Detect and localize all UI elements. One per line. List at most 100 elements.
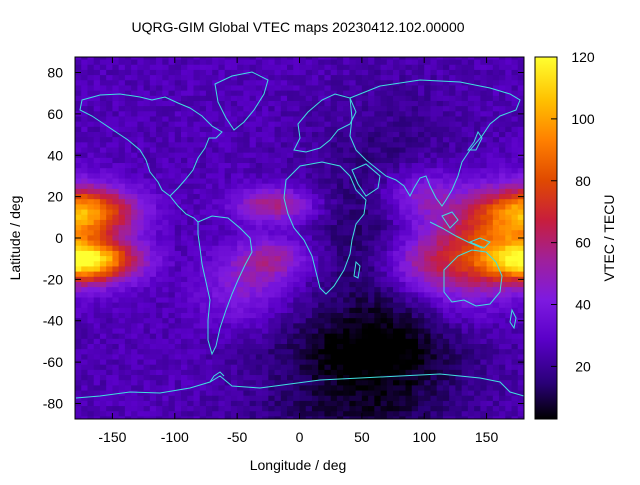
heatmap-cell [430,307,438,314]
heatmap-cell [93,375,101,381]
heatmap-cell [492,400,500,407]
heatmap-cell [405,328,413,335]
heatmap-cell [156,219,163,226]
heatmap-cell [205,80,213,87]
heatmap-cell [505,359,513,366]
heatmap-cell [112,111,120,118]
heatmap-cell [449,344,457,350]
heatmap-cell [168,137,176,143]
heatmap-cell [174,219,182,226]
heatmap-cell [75,80,82,87]
heatmap-cell [330,359,338,366]
heatmap-cell [187,57,195,61]
heatmap-cell [143,100,151,107]
heatmap-cell [417,163,425,169]
heatmap-cell [336,406,344,412]
heatmap-cell [274,297,282,304]
heatmap-cell [305,59,313,66]
heatmap-cell [368,142,375,149]
heatmap-cell [87,400,95,407]
heatmap-cell [243,209,251,216]
heatmap-cell [149,178,157,185]
heatmap-cell [305,375,313,381]
heatmap-cell [424,121,432,128]
heatmap-cell [293,214,301,221]
heatmap-cell [212,230,220,237]
heatmap-cell [93,157,101,164]
heatmap-cell [368,163,375,169]
heatmap-cell [449,261,457,268]
heatmap-cell [187,85,195,92]
heatmap-cell [87,256,95,262]
heatmap-cell [199,349,207,355]
heatmap-cell [224,292,232,299]
heatmap-cell [517,333,524,340]
heatmap-cell [293,359,301,366]
heatmap-cell [218,116,226,123]
heatmap-cell [442,75,450,81]
heatmap-cell [112,261,120,268]
heatmap-cell [199,375,207,381]
heatmap-cell [374,400,382,407]
heatmap-cell [168,287,176,293]
heatmap-cell [461,406,469,412]
heatmap-cell [262,281,269,288]
heatmap-cell [118,328,126,335]
heatmap-cell [318,209,326,216]
heatmap-cell [436,307,444,314]
heatmap-cell [131,245,138,252]
heatmap-cell [124,406,132,412]
heatmap-cell [361,137,369,143]
heatmap-cell [81,380,89,386]
heatmap-cell [486,354,494,361]
heatmap-cell [430,328,438,335]
heatmap-cell [374,261,382,268]
heatmap-cell [168,323,176,330]
heatmap-cell [467,380,475,386]
heatmap-cell [112,318,120,324]
heatmap-cell [311,250,319,257]
heatmap-cell [99,380,107,386]
heatmap-cell [106,318,114,324]
heatmap-cell [187,199,195,205]
heatmap-cell [87,390,95,397]
heatmap-cell [318,157,326,164]
heatmap-cell [81,64,89,71]
heatmap-cell [243,281,251,288]
heatmap-cell [149,369,157,376]
heatmap-cell [324,147,332,154]
heatmap-cell [343,157,350,164]
heatmap-cell [374,163,382,169]
heatmap-cell [455,297,463,304]
heatmap-cell [75,364,82,371]
heatmap-cell [417,271,425,278]
heatmap-cell [368,69,375,76]
heatmap-cell [93,276,101,283]
heatmap-cell [112,338,120,345]
heatmap-cell [124,235,132,242]
heatmap-cell [405,157,413,164]
heatmap-cell [137,266,145,273]
heatmap-cell [474,369,481,376]
heatmap-cell [330,204,338,211]
heatmap-cell [386,250,394,257]
heatmap-cell [467,271,475,278]
heatmap-cell [143,380,151,386]
heatmap-cell [224,281,232,288]
heatmap-cell [237,375,244,381]
heatmap-cell [212,276,220,283]
heatmap-cell [87,333,95,340]
heatmap-cell [243,354,251,361]
heatmap-cell [293,395,301,402]
heatmap-cell [368,297,375,304]
heatmap-cell [93,163,101,169]
heatmap-cell [118,318,126,324]
heatmap-cell [492,69,500,76]
heatmap-cell [230,230,238,237]
heatmap-cell [424,188,432,195]
heatmap-cell [112,64,120,71]
heatmap-cell [305,157,313,164]
heatmap-cell [218,178,226,185]
heatmap-cell [237,307,244,314]
heatmap-cell [81,178,89,185]
